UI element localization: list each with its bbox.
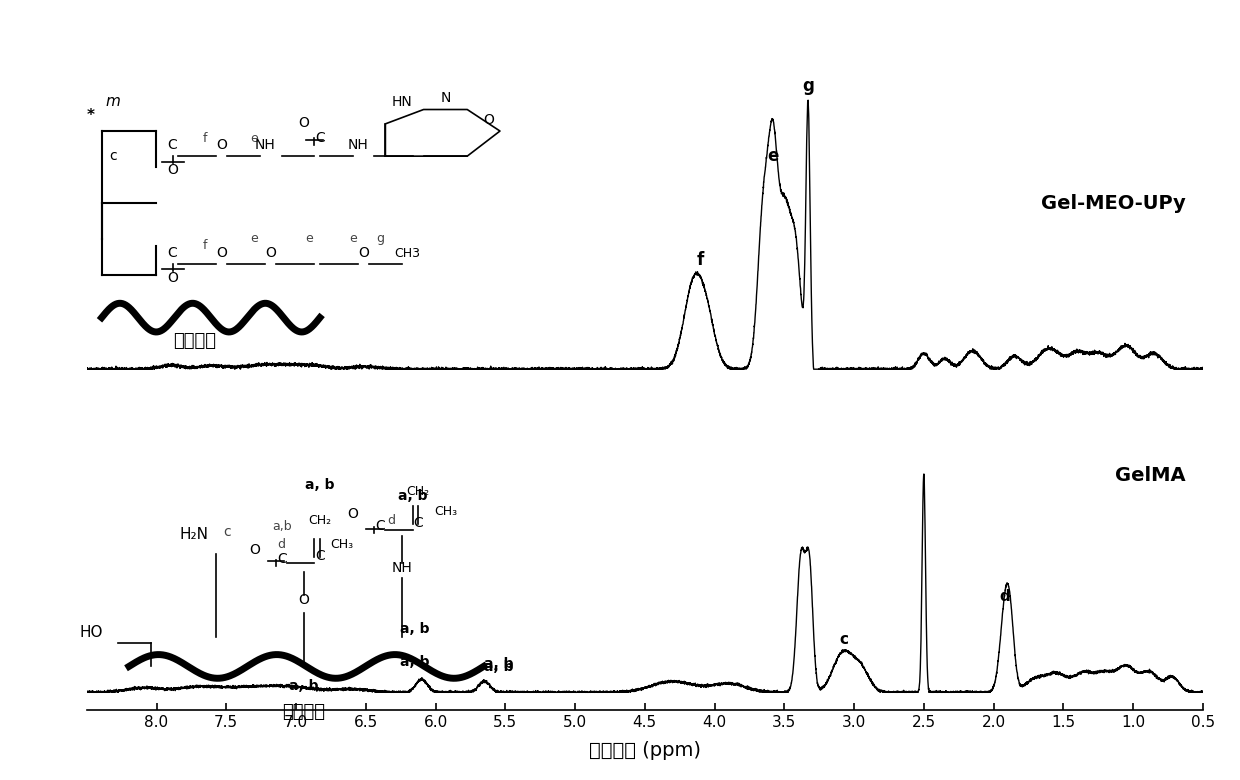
- Text: CH₃: CH₃: [434, 505, 458, 518]
- Text: C: C: [413, 516, 423, 530]
- Text: NH: NH: [255, 138, 275, 152]
- Text: e: e: [348, 232, 357, 245]
- Text: O: O: [298, 116, 309, 130]
- Text: m: m: [105, 94, 120, 109]
- Text: e: e: [768, 147, 779, 165]
- Text: *: *: [87, 108, 94, 123]
- Text: e: e: [305, 232, 312, 245]
- Text: g: g: [376, 232, 384, 245]
- Text: O: O: [347, 507, 358, 521]
- Text: O: O: [358, 246, 370, 260]
- Text: C: C: [167, 138, 177, 152]
- Text: a, b: a, b: [484, 658, 513, 672]
- Text: d: d: [387, 514, 394, 527]
- Text: O: O: [167, 163, 179, 177]
- Text: O: O: [265, 246, 277, 260]
- Text: f: f: [203, 239, 207, 253]
- Text: 明胶主链: 明胶主链: [172, 332, 216, 350]
- Text: a,b: a,b: [272, 520, 291, 533]
- Text: e: e: [250, 232, 258, 245]
- Text: g: g: [802, 77, 813, 95]
- Text: C: C: [315, 548, 325, 562]
- Text: a, b: a, b: [484, 660, 513, 673]
- Text: e: e: [250, 132, 258, 145]
- Text: C: C: [277, 551, 286, 565]
- Text: CH₂: CH₂: [407, 484, 430, 498]
- Text: O: O: [167, 271, 179, 285]
- Text: CH₃: CH₃: [330, 538, 353, 551]
- X-axis label: 化学位移 (ppm): 化学位移 (ppm): [589, 741, 701, 760]
- Text: CH3: CH3: [394, 246, 420, 260]
- Text: d: d: [999, 589, 1011, 604]
- Text: HN: HN: [392, 95, 412, 109]
- Text: c: c: [109, 149, 117, 163]
- Text: a, b: a, b: [399, 622, 429, 636]
- Text: NH: NH: [392, 561, 412, 575]
- Text: GelMA: GelMA: [1116, 466, 1185, 485]
- Text: CH₂: CH₂: [309, 514, 331, 527]
- Text: a, b: a, b: [399, 655, 429, 669]
- Text: C: C: [315, 131, 325, 145]
- Text: d: d: [278, 538, 285, 551]
- Text: HO: HO: [79, 625, 103, 640]
- Text: a, b: a, b: [305, 477, 335, 491]
- Text: Gel-MEO-UPy: Gel-MEO-UPy: [1042, 194, 1185, 213]
- Text: NH: NH: [347, 138, 368, 152]
- Text: C: C: [374, 519, 384, 533]
- Text: O: O: [298, 593, 309, 607]
- Text: H₂N: H₂N: [180, 527, 208, 542]
- Text: c: c: [839, 633, 849, 647]
- Text: a, b: a, b: [289, 679, 319, 693]
- Text: O: O: [216, 138, 227, 152]
- Text: f: f: [203, 132, 207, 145]
- Text: 明胶主链: 明胶主链: [281, 703, 325, 721]
- Text: a, b: a, b: [398, 489, 428, 503]
- Text: C: C: [167, 246, 177, 260]
- Text: O: O: [484, 113, 495, 127]
- Text: c: c: [223, 525, 231, 539]
- Text: N: N: [440, 91, 450, 105]
- Text: f: f: [697, 251, 704, 269]
- Text: O: O: [249, 543, 260, 557]
- Text: O: O: [216, 246, 227, 260]
